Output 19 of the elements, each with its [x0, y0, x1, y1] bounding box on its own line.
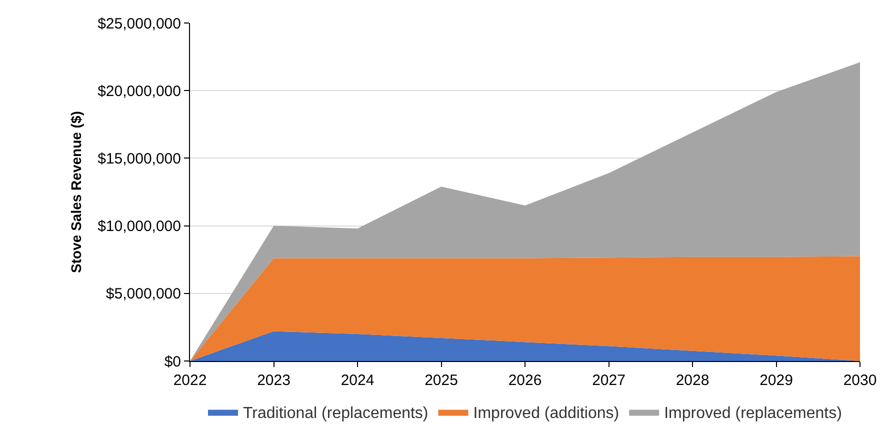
y-tick-label: $0 — [164, 353, 181, 370]
legend-label: Improved (additions) — [473, 404, 620, 422]
x-tick-label: 2024 — [340, 372, 374, 389]
y-tick-label: $10,000,000 — [98, 218, 181, 236]
x-tick-label: 2029 — [760, 372, 793, 389]
x-tick-label: 2030 — [843, 372, 877, 389]
y-tick-label: $20,000,000 — [98, 82, 181, 100]
y-tick-label: $5,000,000 — [106, 286, 181, 303]
x-tick-label: 2026 — [508, 372, 542, 389]
y-tick-label: $15,000,000 — [98, 150, 181, 168]
x-tick-label: 2025 — [424, 372, 458, 389]
x-tick-label: 2023 — [257, 372, 290, 389]
legend-label: Improved (replacements) — [664, 404, 842, 422]
y-tick-label: $25,000,000 — [98, 15, 181, 32]
y-axis-title: Stove Sales Revenue ($) — [68, 111, 84, 273]
legend-label: Traditional (replacements) — [243, 404, 428, 422]
x-tick-label: 2028 — [676, 372, 710, 389]
x-tick-label: 2027 — [592, 372, 626, 389]
x-tick-label: 2022 — [173, 372, 207, 389]
